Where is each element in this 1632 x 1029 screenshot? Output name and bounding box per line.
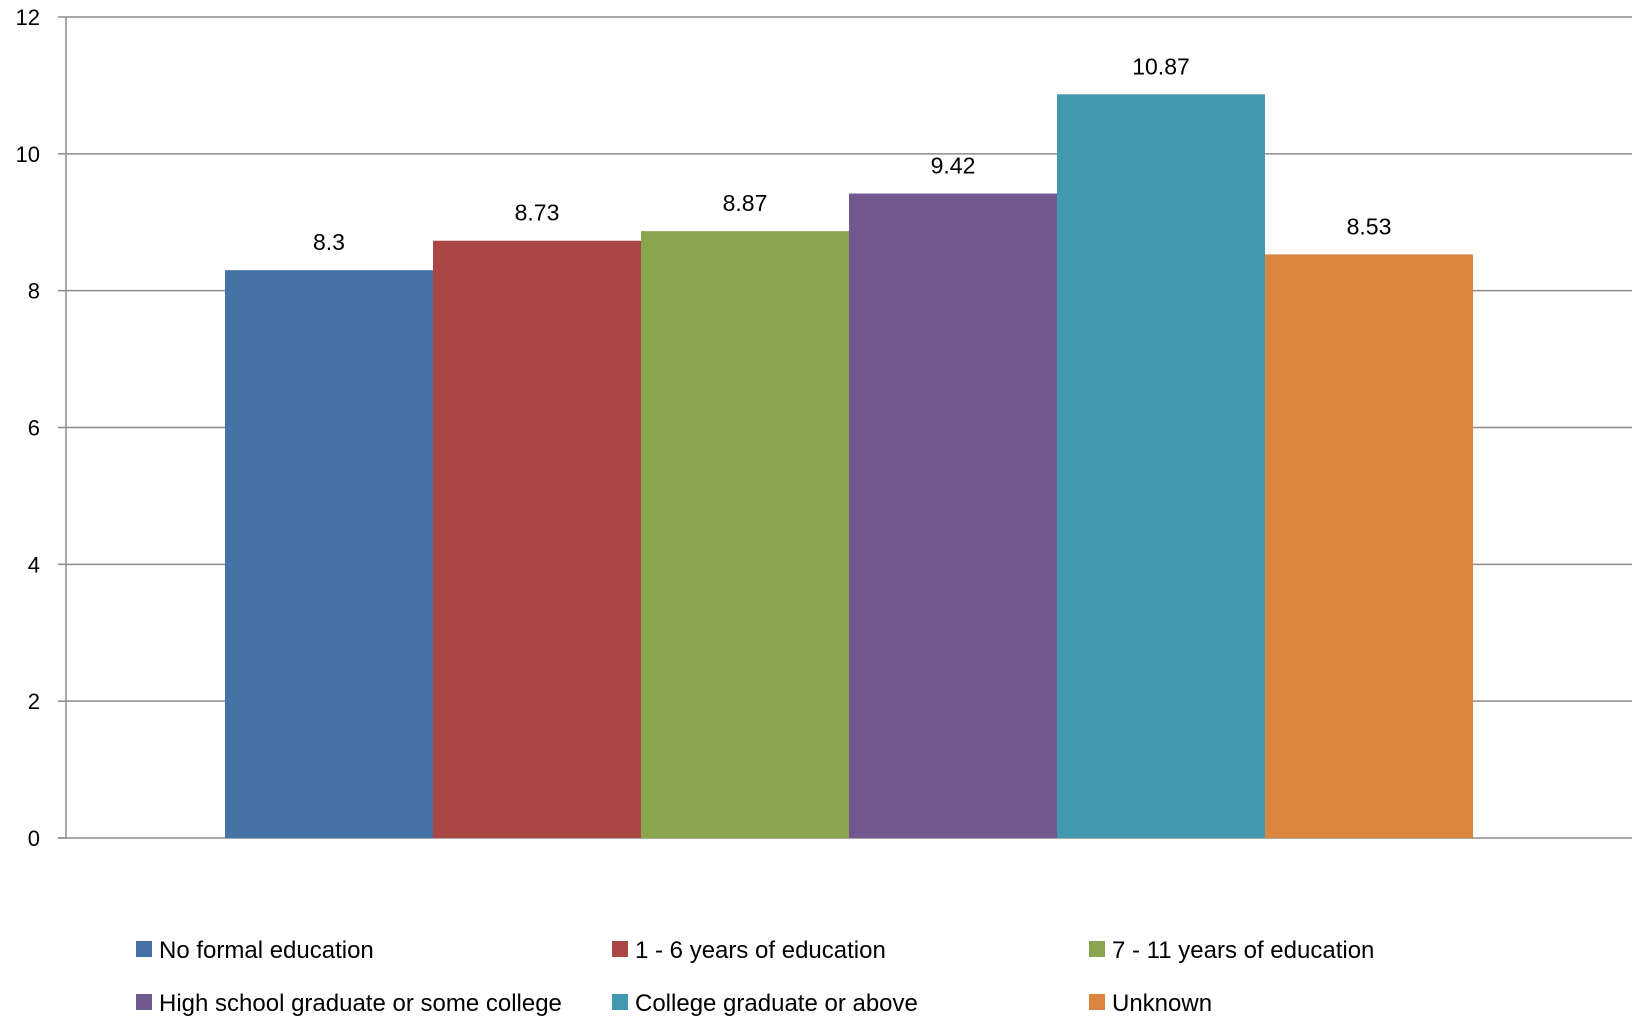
legend-item: Unknown [1089,990,1212,1017]
data-label: 10.87 [1132,53,1190,79]
y-tick-label: 2 [28,689,40,714]
legend-item: High school graduate or some college [136,990,562,1017]
legend-label: College graduate or above [635,990,918,1017]
legend-item: 7 - 11 years of education [1089,937,1374,964]
data-label: 8.3 [313,229,345,255]
legend-swatch [136,994,152,1010]
legend-item: No formal education [136,937,374,964]
y-tick-label: 0 [28,826,40,851]
legend-swatch [136,941,152,957]
legend-swatch [1089,994,1105,1010]
legend-item: 1 - 6 years of education [612,937,886,964]
y-tick-label: 6 [28,416,40,441]
y-tick-label: 10 [16,142,40,167]
y-tick-label: 12 [16,5,40,30]
legend-label: Unknown [1112,990,1212,1017]
data-label: 8.53 [1347,213,1392,239]
legend-swatch [1089,941,1105,957]
y-tick-label: 8 [28,279,40,304]
bar [1057,94,1265,838]
legend-label: 1 - 6 years of education [635,937,886,964]
legend-label: No formal education [159,937,374,964]
bar [1265,254,1473,839]
bar [641,231,849,838]
legend-swatch [612,941,628,957]
legend-item: College graduate or above [612,990,918,1017]
bars [225,94,1473,839]
data-label: 9.42 [931,153,976,179]
legend-label: 7 - 11 years of education [1112,937,1374,964]
legend-label: High school graduate or some college [159,990,562,1017]
data-label: 8.87 [723,190,768,216]
data-label: 8.73 [515,200,560,226]
legend-swatch [612,994,628,1010]
bar [433,240,641,838]
y-tick-labels: 0 2 4 6 8 10 12 [16,5,40,851]
legend: No formal education 1 - 6 years of educat… [136,937,1374,1017]
y-tick-label: 4 [28,552,40,577]
data-labels: 8.3 8.73 8.87 9.42 10.87 8.53 [313,53,1391,255]
bar [225,270,433,838]
bar [849,193,1057,838]
